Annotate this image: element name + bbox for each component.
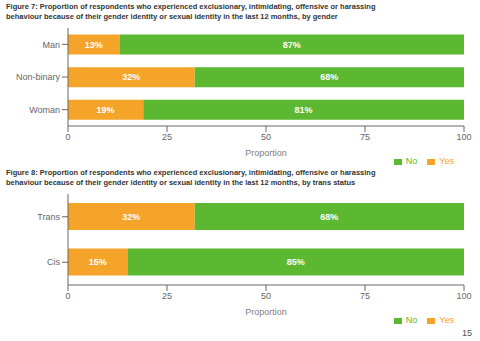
svg-text:15%: 15% (89, 257, 107, 267)
html-text:Yes: Yes (439, 156, 454, 166)
svg-text:32%: 32% (122, 72, 140, 82)
svg-text:25: 25 (162, 291, 172, 301)
html-text:Figure 7: Proportion of respon: Figure 7: Proportion of respondents who … (6, 2, 376, 11)
svg-text:Woman: Woman (29, 105, 60, 115)
svg-text:87%: 87% (283, 40, 301, 50)
svg-text:19%: 19% (97, 105, 115, 115)
svg-text:85%: 85% (287, 257, 305, 267)
svg-text:50: 50 (261, 291, 271, 301)
html-text:behaviour because of their gen: behaviour because of their gender identi… (6, 12, 338, 21)
svg-text:68%: 68% (320, 72, 338, 82)
svg-text:81%: 81% (295, 105, 313, 115)
svg-text:13%: 13% (85, 40, 103, 50)
svg-text:75: 75 (360, 132, 370, 142)
html-text:Yes: Yes (439, 315, 454, 325)
svg-text:100: 100 (456, 291, 471, 301)
svg-text:0: 0 (65, 132, 70, 142)
html-text:Figure 8: Proportion of respon: Figure 8: Proportion of respondents who … (6, 168, 376, 177)
svg-text:32%: 32% (122, 212, 140, 222)
svg-text:25: 25 (162, 132, 172, 142)
svg-text:Trans: Trans (37, 212, 60, 222)
svg-text:Proportion: Proportion (245, 148, 287, 158)
svg-text:Man: Man (42, 40, 60, 50)
html-text:behaviour because of their gen: behaviour because of their gender identi… (6, 178, 356, 187)
svg-text:100: 100 (456, 132, 471, 142)
svg-text:Proportion: Proportion (245, 307, 287, 317)
svg-text:68%: 68% (320, 212, 338, 222)
html-text:15: 15 (462, 328, 472, 338)
svg-text:75: 75 (360, 291, 370, 301)
svg-text:Cis: Cis (47, 257, 60, 267)
html-text:No: No (405, 315, 418, 325)
svg-text:0: 0 (65, 291, 70, 301)
svg-text:50: 50 (261, 132, 271, 142)
svg-text:Non-binary: Non-binary (16, 72, 61, 82)
html-text:No: No (405, 156, 418, 166)
